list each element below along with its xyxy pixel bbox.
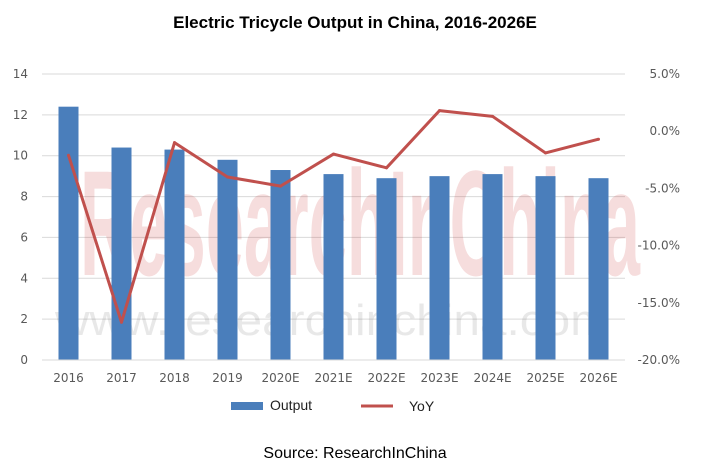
source-note: Source: ResearchInChina	[263, 445, 446, 462]
yoy-point-2016	[67, 153, 70, 157]
yoy-point-2021E	[332, 152, 335, 156]
x-tick-label: 2020E	[261, 371, 299, 385]
bar-output-2023E	[429, 176, 450, 360]
bar-output-2018	[164, 149, 185, 360]
x-tick-label: 2025E	[526, 371, 564, 385]
yoy-point-2023E	[438, 109, 441, 113]
bar-output-2025E	[535, 176, 556, 360]
yoy-point-2017	[120, 320, 123, 324]
watermark-brand: ResearchInChina	[80, 139, 641, 307]
legend-output-label: Output	[270, 397, 312, 413]
yoy-point-2018	[173, 141, 176, 145]
right-tick-label: 5.0%	[650, 67, 681, 81]
yoy-point-2022E	[385, 166, 388, 170]
bar-output-2022E	[376, 178, 397, 360]
x-tick-label: 2023E	[420, 371, 458, 385]
x-tick-label: 2019	[212, 371, 243, 385]
legend: Output YoY	[231, 397, 435, 414]
bar-output-2016	[58, 106, 79, 360]
yoy-point-2020E	[279, 184, 282, 188]
right-tick-label: -10.0%	[638, 239, 680, 253]
chart-title: Electric Tricycle Output in China, 2016-…	[173, 13, 537, 32]
left-tick-label: 12	[13, 108, 28, 122]
x-tick-label: 2021E	[314, 371, 352, 385]
x-tick-label: 2016	[53, 371, 84, 385]
legend-output-swatch	[231, 402, 263, 410]
left-tick-label: 14	[13, 67, 28, 81]
yoy-line-series	[67, 109, 600, 324]
right-tick-label: -15.0%	[638, 296, 680, 310]
left-tick-label: 10	[13, 149, 28, 163]
left-tick-label: 6	[20, 230, 28, 244]
x-tick-label: 2018	[159, 371, 190, 385]
left-tick-label: 0	[20, 353, 28, 367]
left-tick-label: 4	[20, 271, 28, 285]
x-tick-label: 2017	[106, 371, 137, 385]
x-tick-label: 2026E	[579, 371, 617, 385]
right-tick-label: -20.0%	[638, 353, 680, 367]
bar-output-2020E	[270, 170, 291, 360]
x-tick-label: 2022E	[367, 371, 405, 385]
bar-output-2024E	[482, 174, 503, 360]
left-tick-label: 8	[20, 190, 28, 204]
yoy-point-2026E	[597, 137, 600, 141]
bar-output-2021E	[323, 174, 344, 360]
yoy-point-2025E	[544, 151, 547, 155]
bar-output-2019	[217, 159, 238, 360]
output-bars	[58, 106, 609, 360]
right-tick-label: 0.0%	[650, 124, 681, 138]
yoy-point-2019	[226, 175, 229, 179]
left-tick-label: 2	[20, 312, 28, 326]
bar-output-2026E	[588, 178, 609, 360]
right-tick-label: -5.0%	[645, 181, 680, 195]
bar-output-2017	[111, 147, 132, 360]
yoy-point-2024E	[491, 114, 494, 118]
legend-yoy-label: YoY	[409, 398, 435, 414]
x-tick-label: 2024E	[473, 371, 511, 385]
axes: 0 2 4 6 8 10 12 14 -20.0% -15.0% -10.0% -5.0% 0.0% 5.…	[13, 67, 680, 385]
